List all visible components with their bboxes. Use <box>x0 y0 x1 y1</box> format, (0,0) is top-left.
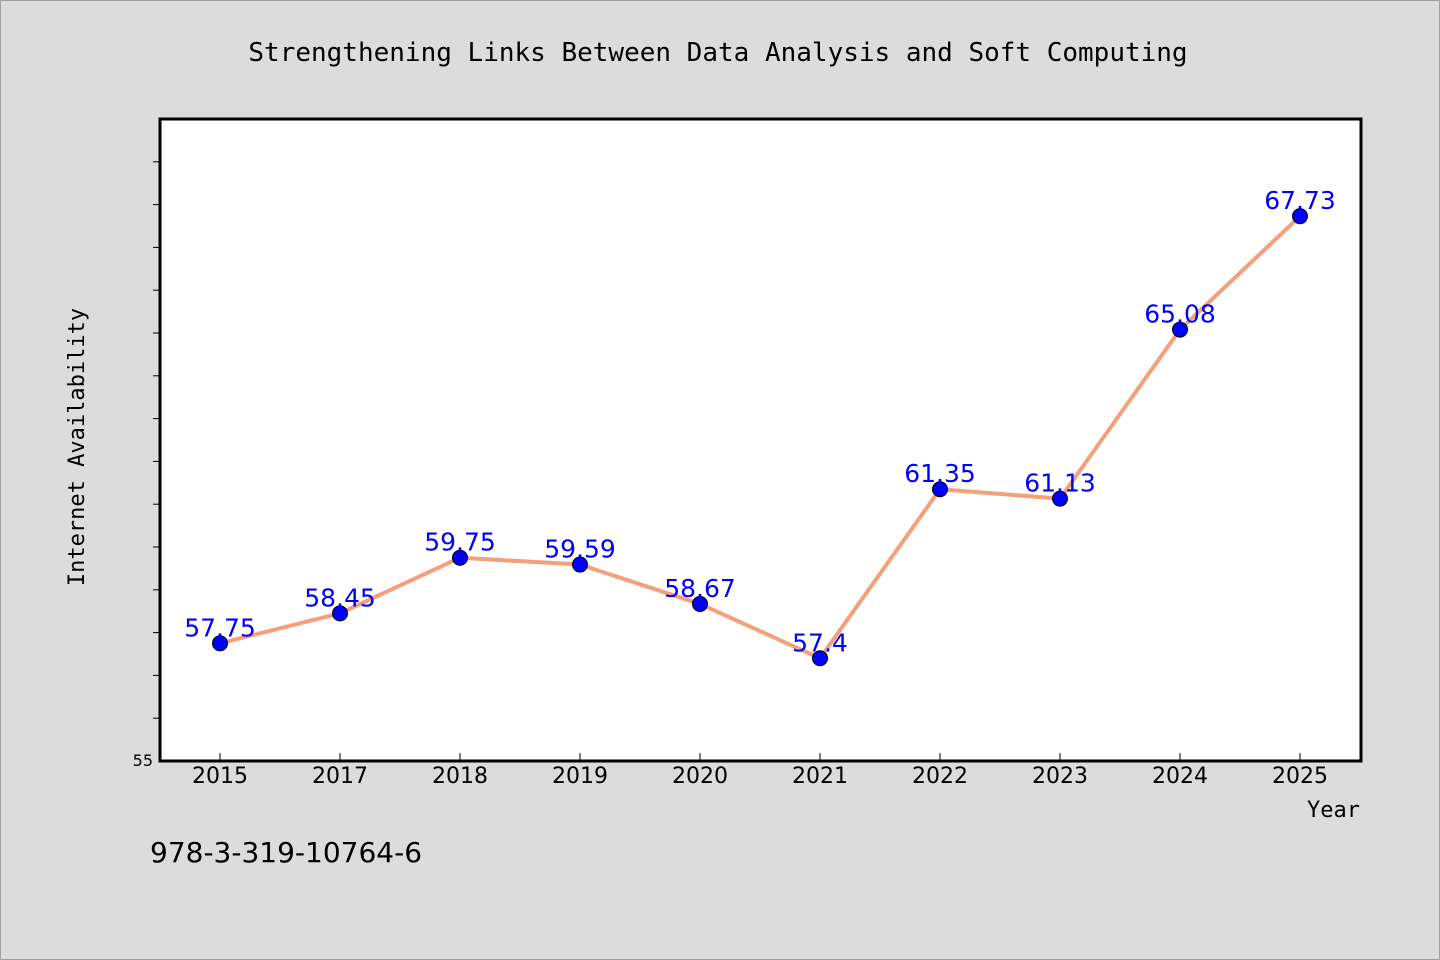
data-label: 57.75 <box>184 613 256 642</box>
chart-title: Strengthening Links Between Data Analysi… <box>248 38 1187 68</box>
x-tick-label: 2023 <box>1032 764 1088 789</box>
data-point <box>692 595 708 612</box>
x-tick-label: 2018 <box>432 764 488 789</box>
x-tick-label: 2022 <box>912 764 968 789</box>
data-point <box>212 635 228 652</box>
data-point <box>932 481 948 498</box>
series-line <box>218 214 1302 661</box>
data-label: 65.08 <box>1144 300 1216 329</box>
data-label: 61.13 <box>1024 469 1096 498</box>
data-markers <box>212 208 1308 667</box>
data-point <box>1292 208 1308 225</box>
data-label: 58.67 <box>664 574 736 603</box>
data-point <box>572 556 588 573</box>
x-tick-label: 2017 <box>312 764 368 789</box>
x-axis-ticks: 2015 2017 2018 2019 2020 2021 2022 2023 2024 2025 <box>192 753 1328 789</box>
data-point <box>1172 321 1188 338</box>
data-point <box>1052 490 1068 507</box>
data-label: 57.4 <box>792 628 848 657</box>
data-label: 59.75 <box>424 528 496 557</box>
y-axis-label: Internet Availability <box>65 308 90 586</box>
x-tick-label: 2019 <box>552 764 608 789</box>
x-tick-label: 2020 <box>672 764 728 789</box>
series-line-group <box>218 214 1302 661</box>
data-labels: 57.75 58.45 59.75 59.59 58.67 57.4 61.35 61.13 6… <box>184 186 1336 657</box>
data-label: 67.73 <box>1264 186 1336 215</box>
data-label: 58.45 <box>304 583 376 612</box>
x-tick-label: 2021 <box>792 764 848 789</box>
x-tick-label: 2024 <box>1152 764 1208 789</box>
plot-area <box>158 117 1363 763</box>
data-point <box>812 650 828 667</box>
data-point <box>332 605 348 622</box>
data-label: 59.59 <box>544 535 616 564</box>
data-label: 61.35 <box>904 459 976 488</box>
x-tick-label: 2015 <box>192 764 248 789</box>
x-tick-label: 2025 <box>1272 764 1328 789</box>
isbn-text: 978-3-319-10764-6 <box>150 836 422 869</box>
x-axis-label: Year <box>1307 798 1360 823</box>
y-axis-ticks <box>153 161 160 719</box>
data-point <box>452 549 468 566</box>
y-tick-label-min: 55 <box>133 751 153 770</box>
